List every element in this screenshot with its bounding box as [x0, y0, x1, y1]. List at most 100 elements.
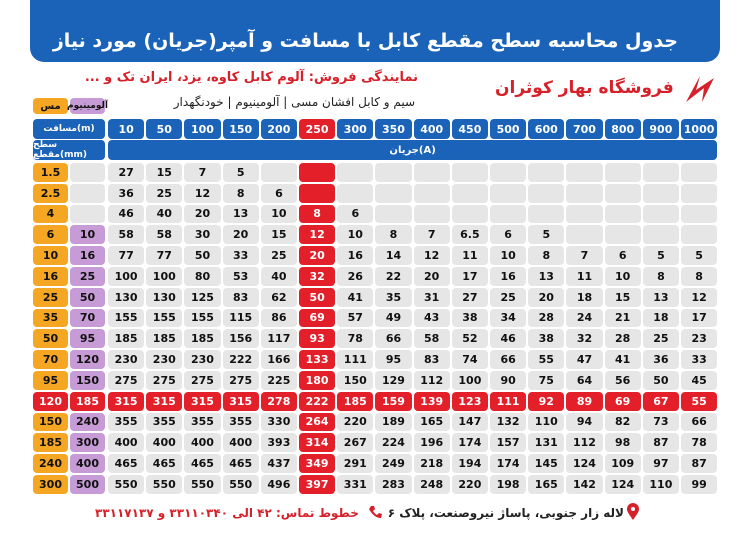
- current-cell: 58: [413, 329, 450, 349]
- copper-cell: 95: [33, 371, 68, 390]
- current-cell: 196: [413, 433, 450, 453]
- current-cell: 465: [108, 454, 145, 473]
- current-cell: 249: [375, 454, 412, 473]
- current-cell: 80: [184, 267, 221, 286]
- current-cell: 550: [222, 475, 259, 494]
- current-cell: 198: [490, 475, 527, 494]
- current-cell: [451, 204, 488, 224]
- aluminum-cell: 25: [70, 267, 105, 286]
- title-banner: جدول محاسبه سطح مقطع کابل با مسافت و آمپ…: [30, 0, 720, 62]
- current-cell: 315: [222, 391, 259, 411]
- current-cell: 52: [451, 329, 488, 349]
- current-cell: 110: [642, 475, 679, 494]
- current-cell: 69: [299, 308, 336, 328]
- current-cell: 36: [108, 183, 145, 203]
- current-cell: 66: [490, 350, 527, 369]
- distance-header: 150: [222, 119, 259, 139]
- current-cell: 25: [146, 183, 183, 203]
- current-cell: 97: [642, 454, 679, 473]
- current-cell: [566, 163, 603, 182]
- current-cell: 22: [375, 267, 412, 286]
- current-cell: 99: [681, 475, 718, 494]
- current-cell: 18: [642, 308, 679, 328]
- current-cell: 12: [413, 246, 450, 265]
- current-cell: 165: [413, 412, 450, 432]
- current-cell: 130: [146, 287, 183, 307]
- current-cell: [604, 225, 641, 245]
- current-cell: 111: [337, 350, 374, 369]
- current-cell: 50: [184, 246, 221, 265]
- current-cell: 185: [146, 329, 183, 349]
- current-cell: 77: [108, 246, 145, 265]
- current-cell: [681, 183, 718, 203]
- current-cell: [642, 225, 679, 245]
- current-cell: 40: [260, 267, 297, 286]
- current-cell: 8: [681, 267, 718, 286]
- current-cell: 25: [260, 246, 297, 265]
- current-cell: 10: [337, 225, 374, 245]
- current-cell: 33: [681, 350, 718, 369]
- current-cell: [451, 183, 488, 203]
- current-cell: 8: [528, 246, 565, 265]
- distance-label: مسافت(m): [33, 119, 105, 139]
- current-cell: 100: [146, 267, 183, 286]
- copper-cell: 120: [33, 391, 68, 411]
- current-cell: 465: [184, 454, 221, 473]
- current-cell: 8: [222, 183, 259, 203]
- current-cell: 124: [604, 475, 641, 494]
- current-cell: 349: [299, 454, 336, 473]
- current-cell: 28: [604, 329, 641, 349]
- current-cell: 74: [451, 350, 488, 369]
- current-cell: 45: [681, 371, 718, 390]
- products: سیم و کابل افشان مسی | آلومینیوم | خودنگ…: [173, 95, 415, 109]
- current-cell: 131: [528, 433, 565, 453]
- current-cell: 124: [566, 454, 603, 473]
- current-cell: 139: [413, 391, 450, 411]
- current-cell: 20: [299, 246, 336, 265]
- current-cell: 110: [528, 412, 565, 432]
- current-cell: 87: [642, 433, 679, 453]
- current-cell: [490, 204, 527, 224]
- store-name: فروشگاه بهار کوثران: [495, 78, 674, 98]
- current-cell: 31: [413, 287, 450, 307]
- distance-header: 600: [528, 119, 565, 139]
- copper-cell: 25: [33, 287, 68, 307]
- current-cell: 20: [222, 225, 259, 245]
- current-cell: 225: [260, 371, 297, 390]
- current-cell: 33: [222, 246, 259, 265]
- aluminum-cell: 185: [70, 391, 105, 411]
- current-cell: 157: [490, 433, 527, 453]
- copper-cell: 1.5: [33, 163, 68, 182]
- current-cell: 5: [681, 246, 718, 265]
- current-cell: 25: [642, 329, 679, 349]
- aluminum-cell: [70, 183, 105, 203]
- aluminum-cell: 120: [70, 350, 105, 369]
- current-cell: [604, 183, 641, 203]
- current-cell: [260, 163, 297, 182]
- current-cell: 20: [413, 267, 450, 286]
- copper-cell: 10: [33, 246, 68, 265]
- current-cell: [375, 163, 412, 182]
- current-cell: [566, 225, 603, 245]
- current-cell: 12: [681, 287, 718, 307]
- current-cell: 15: [260, 225, 297, 245]
- aluminum-cell: 10: [70, 225, 105, 245]
- current-cell: 13: [222, 204, 259, 224]
- current-cell: 142: [566, 475, 603, 494]
- current-cell: 98: [604, 433, 641, 453]
- logo: [686, 76, 714, 102]
- current-cell: 400: [146, 433, 183, 453]
- current-cell: 278: [260, 391, 297, 411]
- current-cell: 117: [260, 329, 297, 349]
- current-cell: 41: [604, 350, 641, 369]
- pin-icon: [627, 503, 639, 520]
- current-cell: 43: [413, 308, 450, 328]
- agency: نمایندگی فروش: آلوم کابل کاوه، یزد، ایرا…: [84, 70, 418, 85]
- current-cell: 550: [146, 475, 183, 494]
- current-cell: 7: [566, 246, 603, 265]
- current-cell: 112: [413, 371, 450, 390]
- aluminum-cell: [70, 204, 105, 224]
- current-cell: 129: [375, 371, 412, 390]
- current-cell: 165: [528, 475, 565, 494]
- current-cell: 67: [642, 391, 679, 411]
